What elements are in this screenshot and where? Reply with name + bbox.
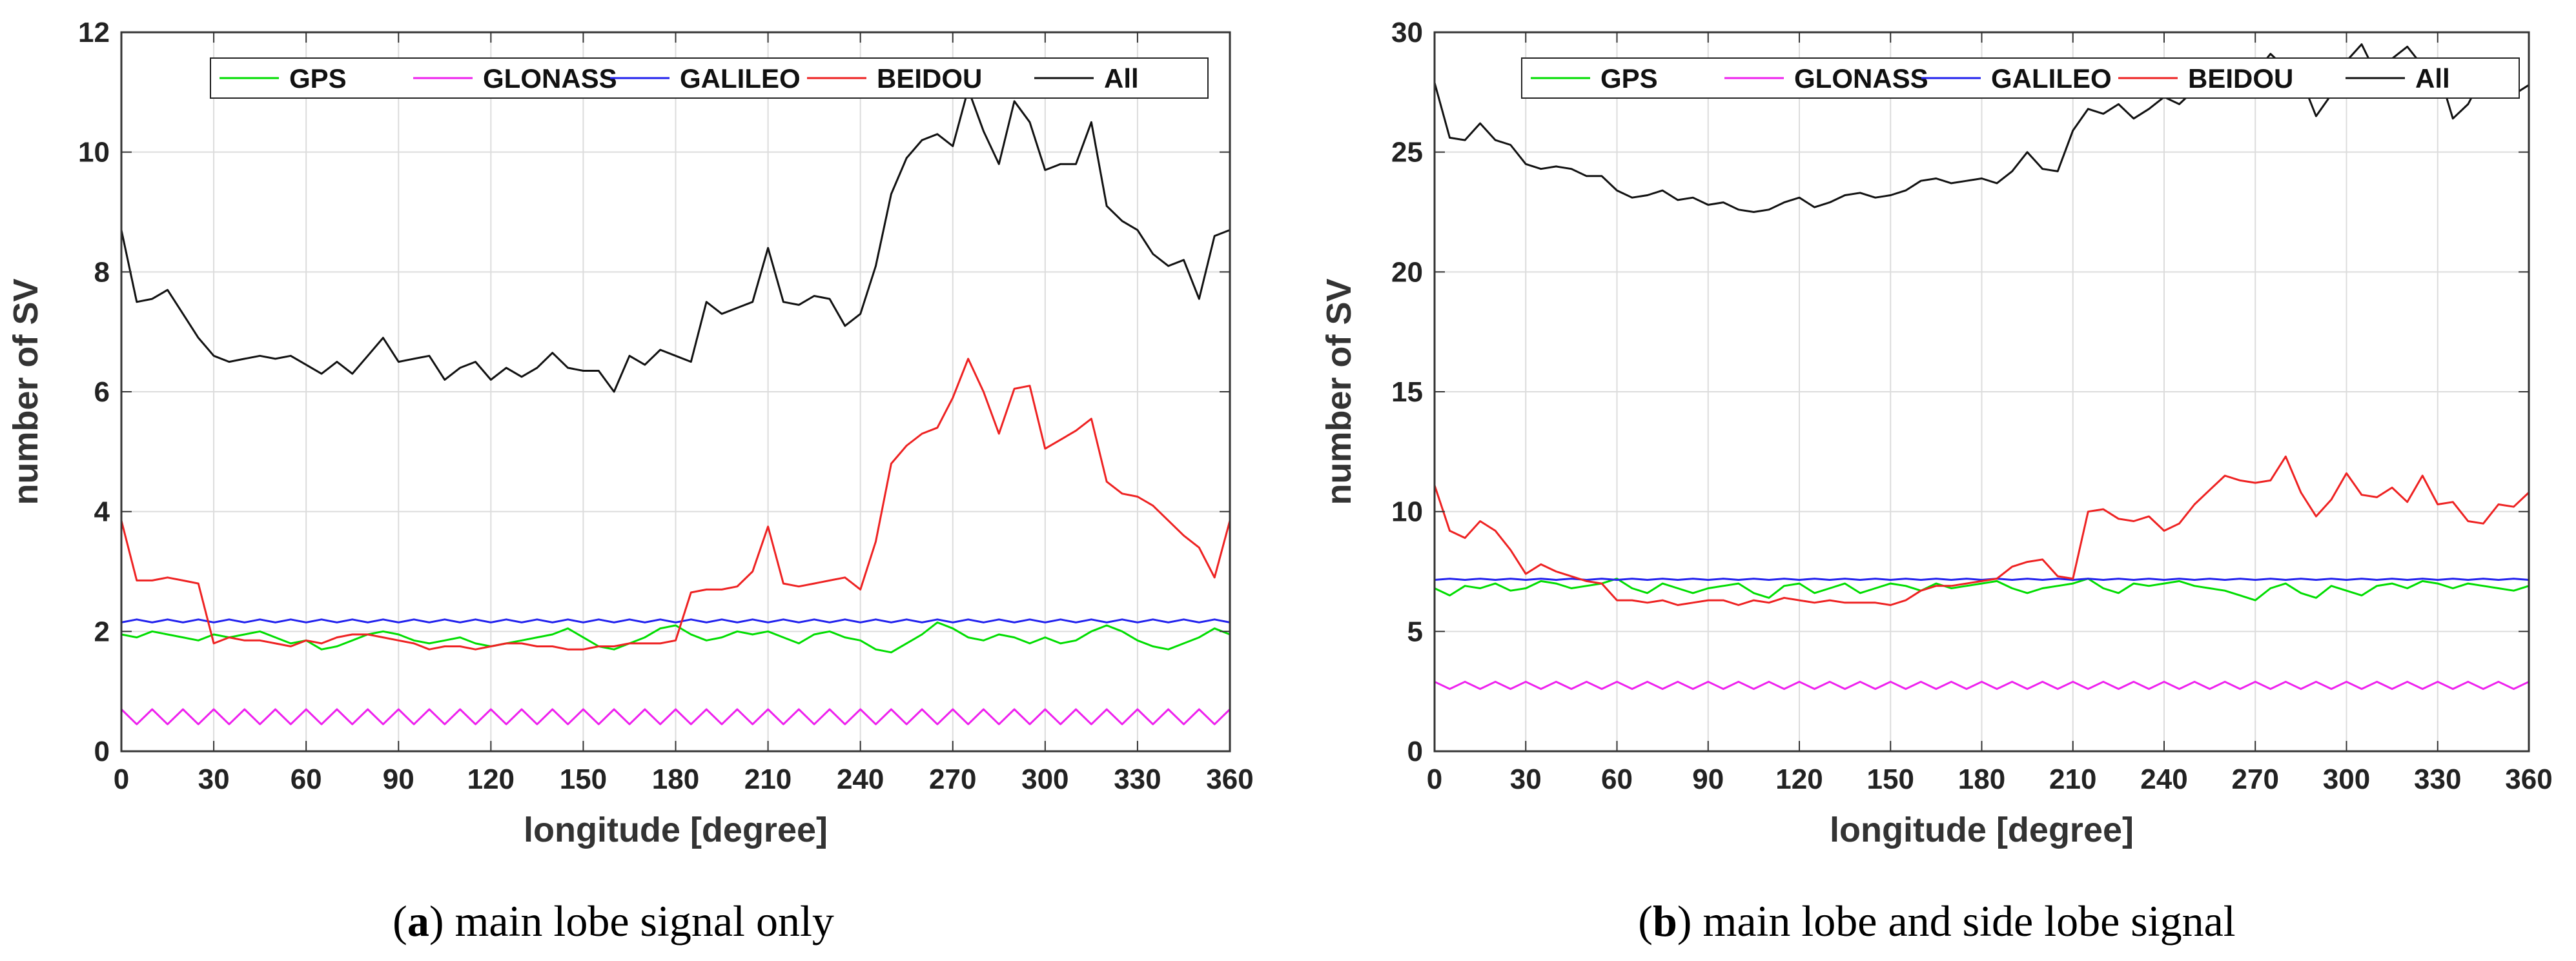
x-tick-label: 120	[467, 764, 515, 795]
y-tick-label: 15	[1391, 376, 1423, 408]
legend-label-beidou: BEIDOU	[877, 63, 982, 94]
legend-label-gps: GPS	[289, 63, 347, 94]
x-tick-label: 90	[383, 764, 414, 795]
x-tick-label: 330	[2414, 764, 2461, 795]
x-tick-label: 60	[1601, 764, 1633, 795]
caption-b-text: main lobe and side lobe signal	[1702, 896, 2235, 946]
y-tick-label: 10	[78, 137, 110, 168]
y-tick-label: 8	[94, 256, 110, 288]
x-axis-label: longitude [degree]	[1830, 811, 2134, 849]
x-axis-label: longitude [degree]	[524, 811, 828, 849]
x-tick-label: 210	[2049, 764, 2096, 795]
y-tick-label: 0	[94, 736, 110, 767]
legend-label-beidou: BEIDOU	[2188, 63, 2293, 94]
y-tick-label: 5	[1407, 616, 1423, 647]
x-tick-label: 150	[1867, 764, 1914, 795]
legend-label-gps: GPS	[1600, 63, 1658, 94]
y-tick-label: 25	[1391, 137, 1423, 168]
x-tick-label: 0	[114, 764, 129, 795]
legend-label-all: All	[2415, 63, 2450, 94]
x-tick-label: 300	[1021, 764, 1068, 795]
series-line-galileo	[1434, 578, 2530, 581]
x-tick-label: 240	[837, 764, 884, 795]
x-tick-label: 270	[2232, 764, 2279, 795]
x-tick-label: 300	[2323, 764, 2370, 795]
y-tick-label: 2	[94, 616, 110, 647]
x-tick-label: 0	[1427, 764, 1442, 795]
x-tick-label: 150	[560, 764, 607, 795]
y-axis-label: number of SV	[1320, 278, 1358, 505]
legend-label-glonass: GLONASS	[483, 63, 617, 94]
legend-label-galileo: GALILEO	[1991, 63, 2112, 94]
y-tick-label: 6	[94, 376, 110, 408]
x-tick-label: 270	[929, 764, 976, 795]
x-tick-label: 210	[744, 764, 792, 795]
x-tick-label: 240	[2140, 764, 2187, 795]
x-tick-label: 30	[198, 764, 230, 795]
series-line-gps	[1434, 578, 2530, 602]
y-tick-label: 0	[1407, 736, 1423, 767]
x-tick-label: 180	[652, 764, 699, 795]
chart-b: 0 30 60 90 120 150 180 210 240 270 300 330 360 0 5 10 15…	[1320, 17, 2553, 849]
chart-a: 0 30 60 90 120 150 180 210 240 270 300 330 360 0 2 4 6 8 1…	[6, 17, 1254, 849]
caption-b: (b) main lobe and side lobe signal	[1638, 896, 2235, 946]
y-axis-label: number of SV	[6, 278, 45, 505]
x-tick-label: 30	[1510, 764, 1542, 795]
caption-b-letter: b	[1653, 896, 1677, 946]
y-tick-label: 12	[78, 17, 110, 48]
series-line-all	[120, 88, 1231, 393]
x-tick-label: 120	[1775, 764, 1823, 795]
series-line-beidou	[1433, 455, 2530, 606]
y-tick-label: 30	[1391, 17, 1423, 48]
x-tick-label: 60	[291, 764, 322, 795]
series-line-glonass	[120, 708, 1231, 725]
series-line-beidou	[120, 358, 1231, 651]
y-tick-label: 4	[94, 496, 110, 528]
x-tick-label: 360	[1206, 764, 1253, 795]
x-tick-label: 180	[1958, 764, 2005, 795]
legend-label-glonass: GLONASS	[1794, 63, 1928, 94]
x-tick-label: 360	[2505, 764, 2552, 795]
x-tick-label: 90	[1692, 764, 1724, 795]
legend-label-all: All	[1104, 63, 1139, 94]
series-line-glonass	[1434, 680, 2530, 690]
legend-label-galileo: GALILEO	[680, 63, 801, 94]
series-line-galileo	[121, 618, 1231, 623]
caption-a: (a) main lobe signal only	[393, 896, 834, 946]
x-tick-label: 330	[1114, 764, 1161, 795]
y-tick-label: 20	[1391, 256, 1423, 288]
caption-a-text: main lobe signal only	[455, 896, 833, 946]
caption-a-letter: a	[407, 896, 429, 946]
y-tick-label: 10	[1391, 496, 1423, 528]
